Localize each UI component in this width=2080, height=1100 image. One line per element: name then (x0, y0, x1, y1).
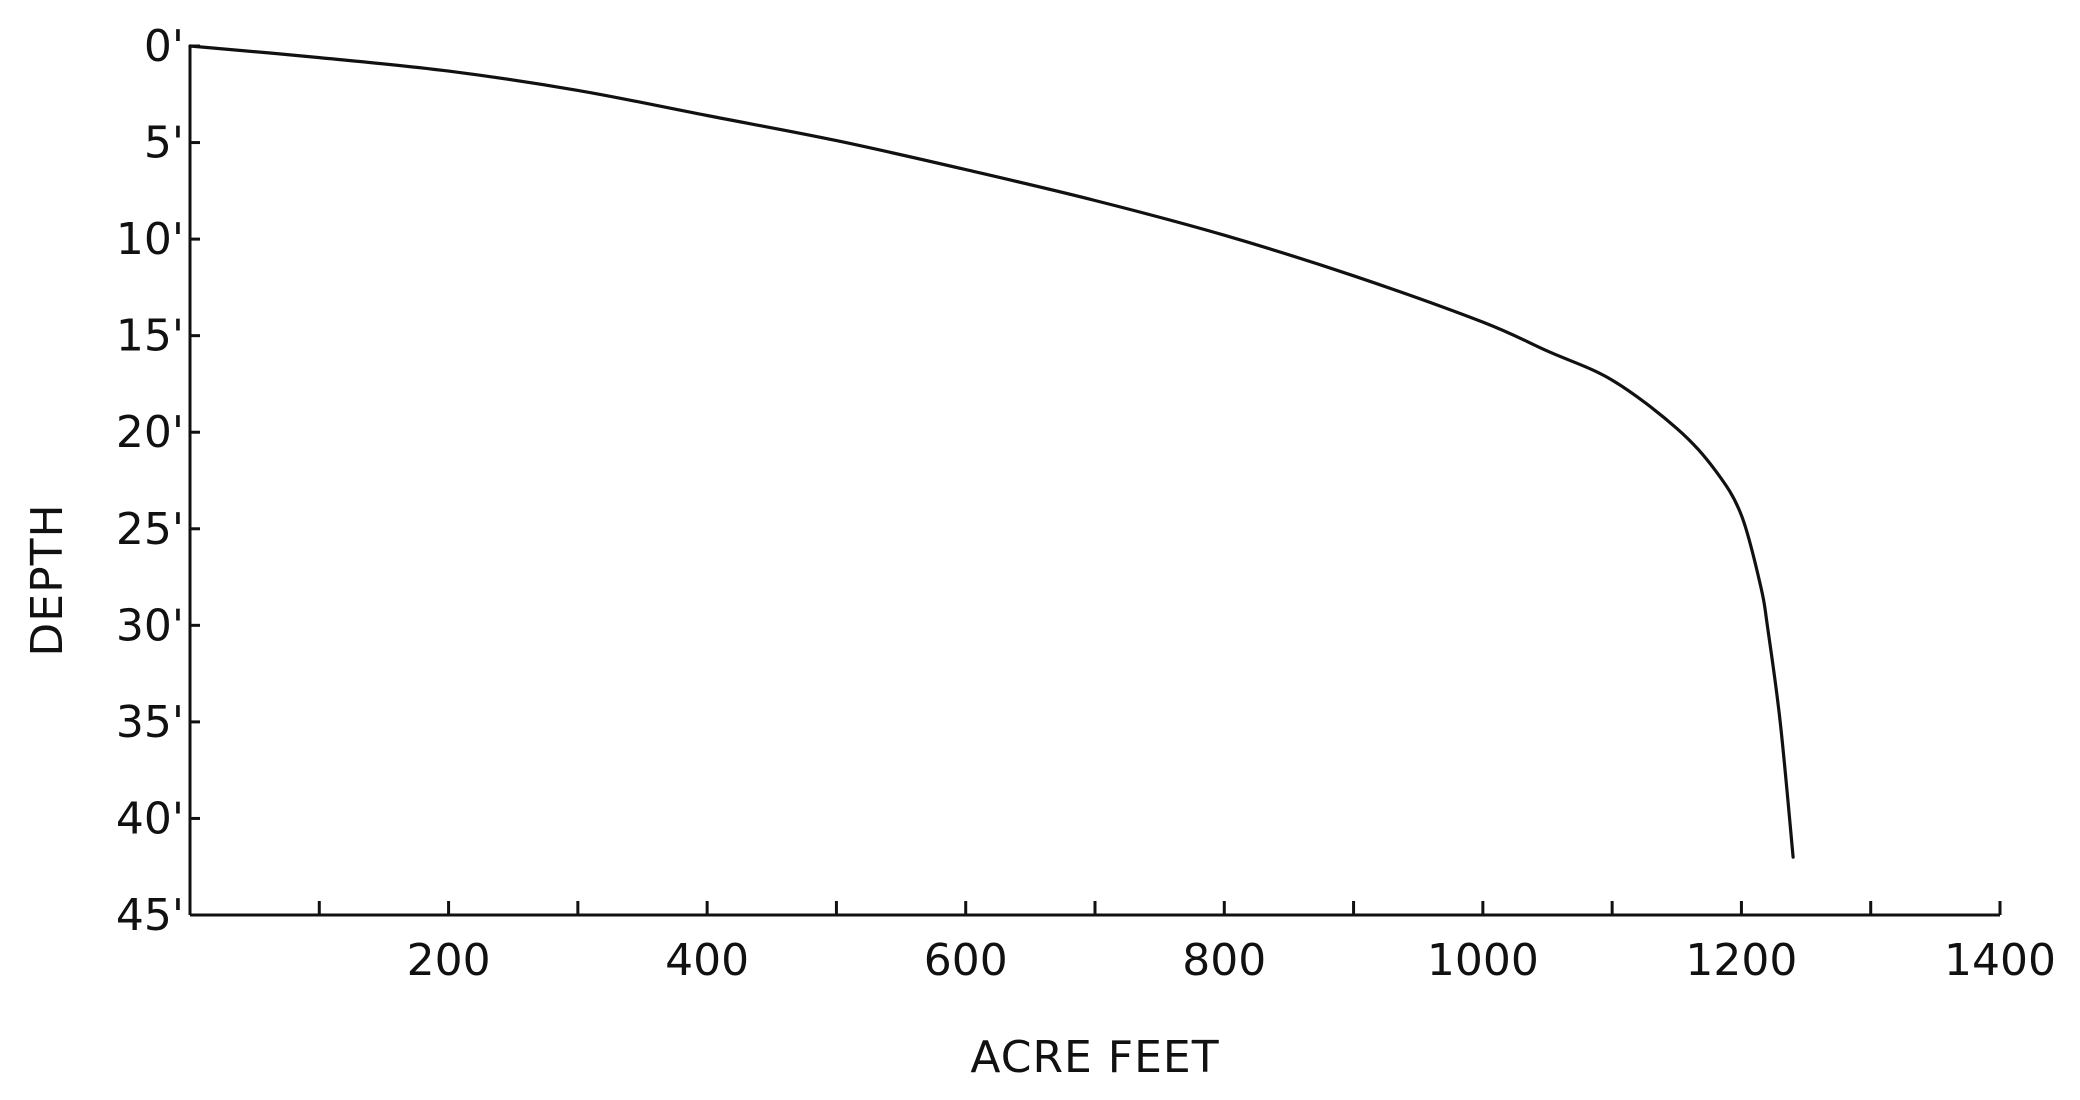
x-tick-label-1200: 1200 (1685, 935, 1797, 986)
y-tick-label-10: 10' (116, 214, 184, 265)
y-tick-label-30: 30' (116, 600, 184, 651)
x-tick-label-1400: 1400 (1944, 935, 2056, 986)
x-tick-label-1000: 1000 (1427, 935, 1539, 986)
x-tick-label-400: 400 (665, 935, 749, 986)
y-tick-label-0: 0' (144, 21, 184, 72)
y-tick-label-20: 20' (116, 407, 184, 458)
axes (188, 44, 2002, 917)
x-tick-label-800: 800 (1182, 935, 1266, 986)
y-tick-label-25: 25' (116, 504, 184, 555)
y-tick-label-15: 15' (116, 311, 184, 362)
x-tick-label-200: 200 (407, 935, 491, 986)
series-line-0 (188, 44, 1795, 859)
y-tick-label-5: 5' (144, 118, 184, 169)
tick-labels: 200 400 600 800 1000 1200 1400 0' 5' 10' 15' 20' 25'… (116, 21, 2056, 986)
y-tick-label-35: 35' (116, 697, 184, 748)
x-axis-title: ACRE FEET (970, 1032, 1219, 1083)
y-axis-title: DEPTH (22, 503, 73, 656)
series-layer (188, 44, 1795, 859)
x-tick-label-600: 600 (924, 935, 1008, 986)
y-tick-label-40: 40' (116, 793, 184, 844)
y-tick-label-45: 45' (116, 890, 184, 941)
